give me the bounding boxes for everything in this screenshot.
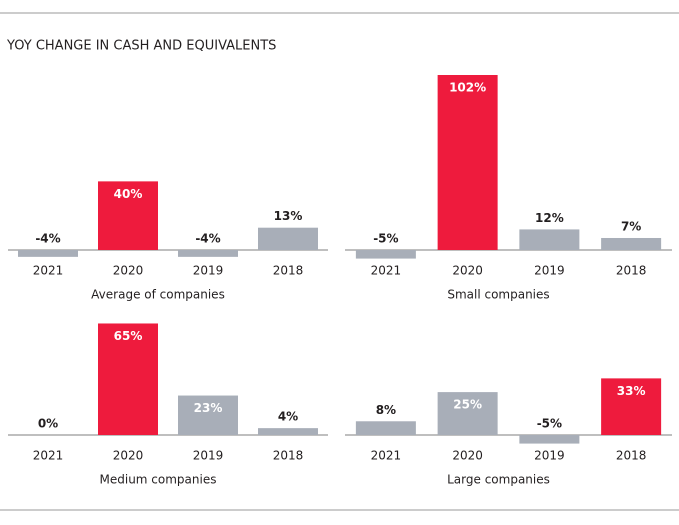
chart-title: Medium companies bbox=[100, 473, 217, 487]
value-label: 65% bbox=[114, 329, 143, 343]
x-tick-label: 2019 bbox=[193, 449, 224, 463]
bar bbox=[355, 250, 416, 259]
value-label: 12% bbox=[535, 211, 564, 225]
bar bbox=[519, 435, 580, 444]
bar bbox=[18, 250, 78, 257]
bar bbox=[258, 227, 318, 250]
bar bbox=[178, 250, 238, 257]
bar bbox=[98, 181, 158, 250]
bar bbox=[355, 421, 416, 435]
value-label: 25% bbox=[453, 398, 482, 412]
bar bbox=[519, 229, 580, 250]
x-tick-label: 2018 bbox=[616, 449, 647, 463]
x-tick-label: 2021 bbox=[33, 264, 64, 278]
value-label: 40% bbox=[114, 187, 143, 201]
bar bbox=[437, 392, 498, 435]
value-label: -5% bbox=[373, 232, 398, 246]
chart-title: Large companies bbox=[447, 473, 550, 487]
value-label: -5% bbox=[537, 417, 562, 431]
page-title: YOY CHANGE IN CASH AND EQUIVALENTS bbox=[6, 39, 276, 54]
x-tick-label: 2020 bbox=[113, 449, 144, 463]
x-tick-label: 2019 bbox=[193, 264, 224, 278]
value-label: -4% bbox=[35, 232, 60, 246]
x-tick-label: 2021 bbox=[371, 449, 402, 463]
value-label: 23% bbox=[194, 401, 223, 415]
bar bbox=[601, 237, 662, 250]
value-label: -4% bbox=[195, 232, 220, 246]
x-tick-label: 2019 bbox=[534, 264, 565, 278]
value-label: 102% bbox=[449, 81, 486, 95]
x-tick-label: 2018 bbox=[273, 264, 304, 278]
chart-title: Average of companies bbox=[91, 288, 225, 302]
value-label: 0% bbox=[38, 417, 58, 431]
chart-title: Small companies bbox=[447, 288, 549, 302]
x-tick-label: 2020 bbox=[452, 264, 483, 278]
bar bbox=[178, 395, 238, 435]
x-tick-label: 2019 bbox=[534, 449, 565, 463]
x-tick-label: 2018 bbox=[616, 264, 647, 278]
x-tick-label: 2020 bbox=[113, 264, 144, 278]
value-label: 7% bbox=[621, 219, 641, 233]
x-tick-label: 2018 bbox=[273, 449, 304, 463]
bar bbox=[437, 75, 498, 250]
bar bbox=[601, 378, 662, 435]
x-tick-label: 2020 bbox=[452, 449, 483, 463]
bar bbox=[98, 323, 158, 435]
x-tick-label: 2021 bbox=[33, 449, 64, 463]
value-label: 8% bbox=[376, 403, 396, 417]
value-label: 4% bbox=[278, 410, 298, 424]
value-label: 33% bbox=[617, 384, 646, 398]
value-label: 13% bbox=[274, 209, 303, 223]
bar bbox=[258, 428, 318, 435]
x-tick-label: 2021 bbox=[371, 264, 402, 278]
